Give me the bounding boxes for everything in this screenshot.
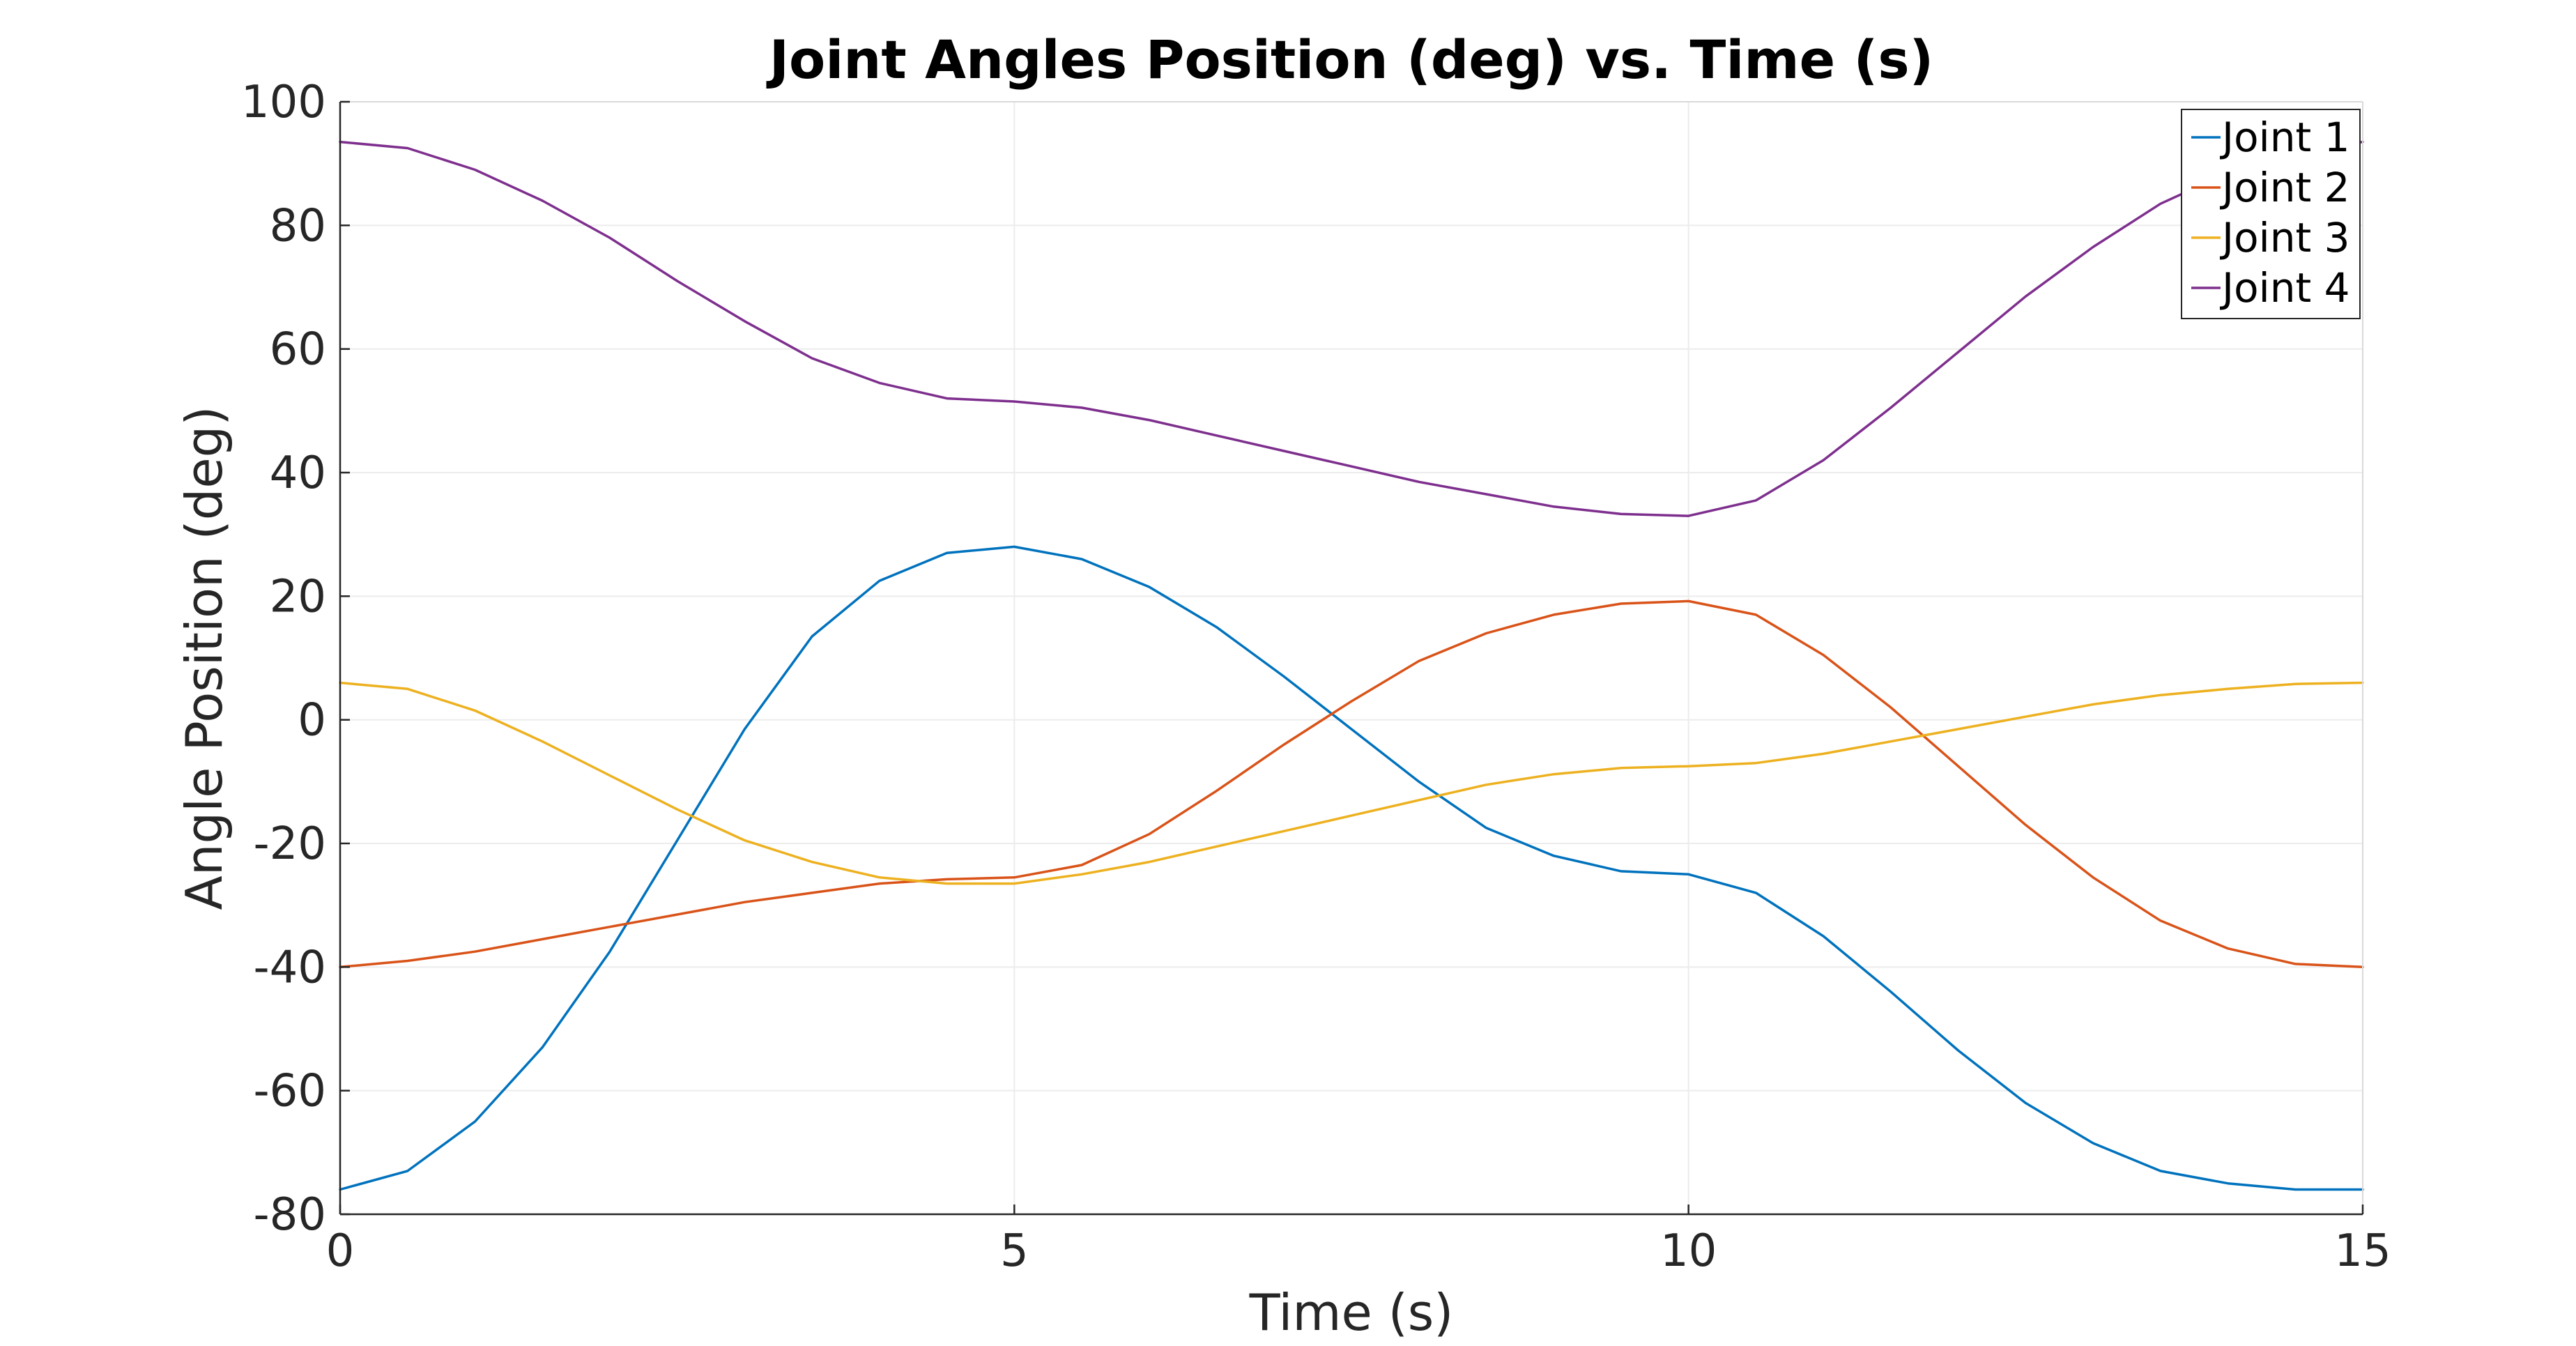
legend-label: Joint 2 <box>2220 164 2350 211</box>
y-tick-label: 0 <box>298 695 326 747</box>
y-tick-label: 20 <box>270 571 326 622</box>
y-tick-label: 100 <box>241 77 326 128</box>
grid <box>340 102 2363 1214</box>
y-tick-label: -80 <box>253 1189 326 1241</box>
series-line-joint-2 <box>339 599 2364 969</box>
series-line-joint-3 <box>339 681 2364 885</box>
x-tick-label: 15 <box>2334 1225 2391 1277</box>
axes <box>339 100 2364 1216</box>
series-lines <box>339 140 2364 1191</box>
y-tick-label: -60 <box>253 1066 326 1117</box>
y-tick-label: 80 <box>270 200 326 252</box>
legend-label: Joint 3 <box>2220 214 2350 261</box>
y-tick-label: 60 <box>270 324 326 376</box>
y-tick-label: 40 <box>270 448 326 499</box>
x-tick-label: 5 <box>1000 1225 1029 1277</box>
x-tick-label: 0 <box>326 1225 355 1277</box>
plot-area <box>340 102 2363 1214</box>
y-tick-label: -40 <box>253 942 326 993</box>
series-line-joint-1 <box>339 545 2364 1191</box>
legend-label: Joint 1 <box>2220 114 2350 161</box>
y-tick-label: -20 <box>253 818 326 870</box>
x-axis-label: Time (s) <box>1249 1283 1454 1342</box>
chart-title: Joint Angles Position (deg) vs. Time (s) <box>766 29 1934 91</box>
legend-box <box>2181 109 2361 319</box>
legend-label: Joint 4 <box>2220 264 2350 312</box>
x-tick-label: 10 <box>1660 1225 1717 1277</box>
series-line-joint-4 <box>339 140 2364 517</box>
y-axis-label: Angle Position (deg) <box>175 406 233 910</box>
